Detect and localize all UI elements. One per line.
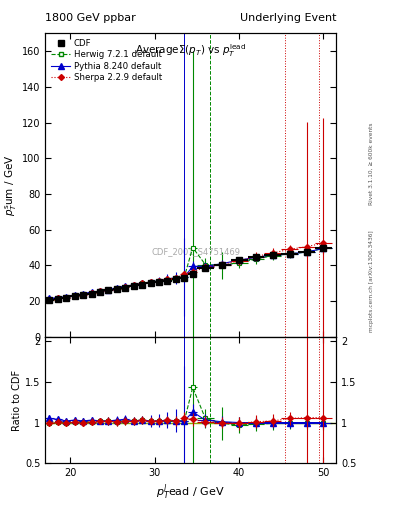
Text: Underlying Event: Underlying Event (239, 13, 336, 23)
Y-axis label: $p_T^{\rm s}$um / GeV: $p_T^{\rm s}$um / GeV (4, 154, 19, 216)
Text: mcplots.cern.ch [arXiv:1306.3436]: mcplots.cern.ch [arXiv:1306.3436] (369, 231, 374, 332)
Y-axis label: Ratio to CDF: Ratio to CDF (12, 370, 22, 431)
Legend: CDF, Herwig 7.2.1 default, Pythia 8.240 default, Sherpa 2.2.9 default: CDF, Herwig 7.2.1 default, Pythia 8.240 … (50, 37, 163, 83)
Text: Rivet 3.1.10, ≥ 600k events: Rivet 3.1.10, ≥ 600k events (369, 122, 374, 205)
Text: CDF_2001_S4751469: CDF_2001_S4751469 (152, 247, 241, 257)
Text: 1800 GeV ppbar: 1800 GeV ppbar (45, 13, 136, 23)
Text: Average$\Sigma$($p_T$) vs $p_T^{\rm lead}$: Average$\Sigma$($p_T$) vs $p_T^{\rm lead… (135, 42, 246, 59)
X-axis label: $p_T^l$ead / GeV: $p_T^l$ead / GeV (156, 482, 225, 502)
